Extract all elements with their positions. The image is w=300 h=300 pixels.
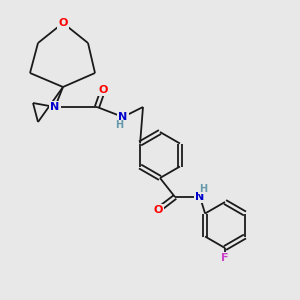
Text: N: N	[118, 112, 127, 122]
Text: O: O	[98, 85, 108, 95]
Text: N: N	[50, 102, 60, 112]
Text: H: H	[115, 120, 123, 130]
Text: H: H	[199, 184, 207, 194]
Text: F: F	[221, 253, 229, 263]
Text: O: O	[58, 18, 68, 28]
Text: O: O	[153, 205, 163, 215]
Text: N: N	[195, 192, 205, 202]
